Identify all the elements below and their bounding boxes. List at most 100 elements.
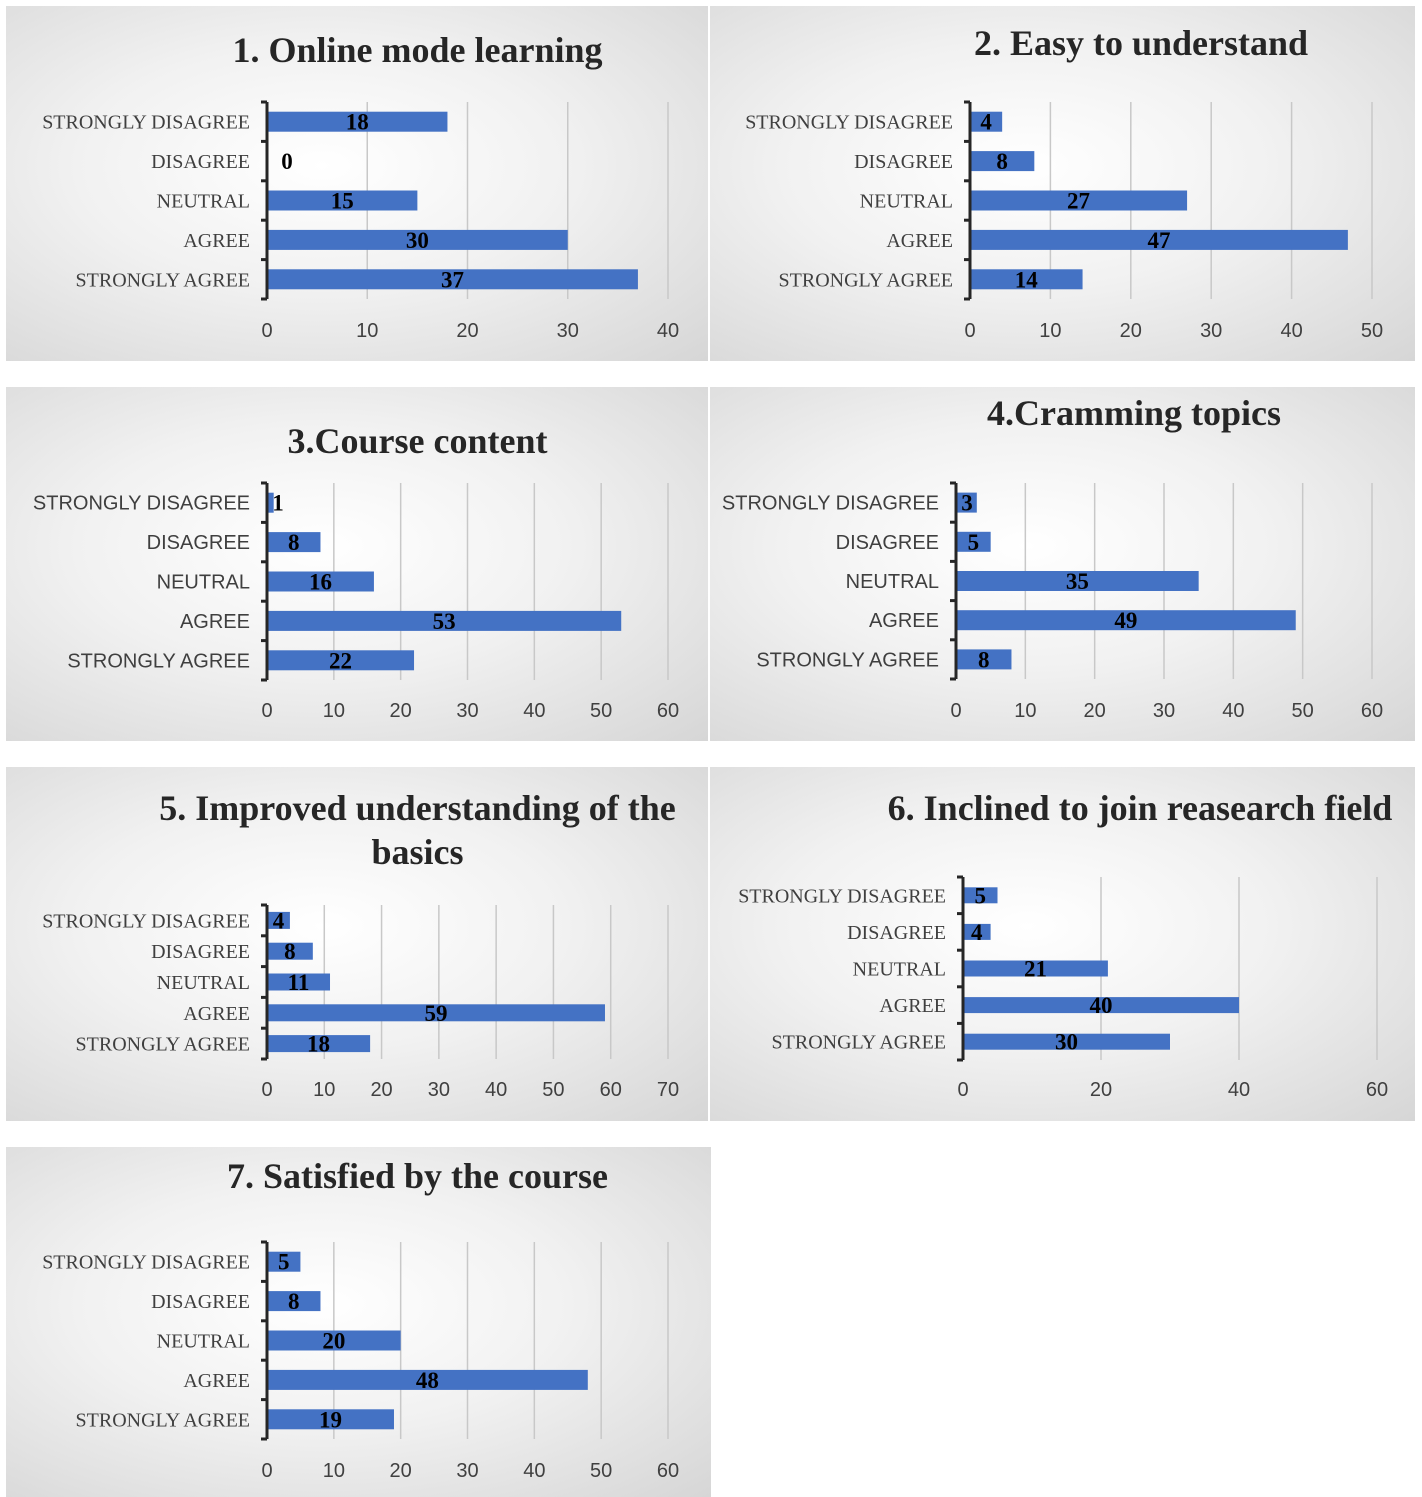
category-label: AGREE xyxy=(180,611,250,633)
category-label: DISAGREE xyxy=(854,151,953,173)
data-label: 4 xyxy=(971,920,983,945)
chart-svg: 3.Course content STRONGLY DISAGREE 1 DISAGR… xyxy=(33,421,679,722)
category-label: AGREE xyxy=(886,230,953,252)
chart-title: 2. Easy to understand xyxy=(974,23,1308,63)
x-tick-label: 40 xyxy=(523,700,545,722)
x-tick-label: 60 xyxy=(1361,700,1383,722)
bar xyxy=(956,492,977,513)
chart-svg: 6. Inclined to join reasearch field STRON… xyxy=(738,788,1393,1101)
x-tick-label: 50 xyxy=(1361,320,1383,342)
bar xyxy=(267,532,321,553)
x-tick-label: 30 xyxy=(557,320,579,342)
data-label: 40 xyxy=(1090,993,1113,1018)
x-tick-label: 50 xyxy=(590,1460,612,1482)
category-label: STRONGLY DISAGREE xyxy=(42,910,250,932)
bar xyxy=(267,571,374,592)
chart-svg: 4.Cramming topics STRONGLY DISAGREE 3 DISAG… xyxy=(722,393,1383,722)
x-tick-label: 30 xyxy=(1153,700,1175,722)
chart-panel-online-mode-learning: 1. Online mode learning STRONGLY DISAGREE… xyxy=(6,6,708,361)
data-label: 49 xyxy=(1114,608,1137,633)
data-label: 15 xyxy=(331,189,354,214)
data-label: 19 xyxy=(319,1407,342,1432)
x-tick-label: 10 xyxy=(356,320,378,342)
x-tick-label: 30 xyxy=(428,1079,450,1101)
category-label: AGREE xyxy=(183,1003,250,1025)
data-label: 8 xyxy=(284,939,296,964)
category-label: AGREE xyxy=(869,610,939,632)
category-label: DISAGREE xyxy=(847,922,946,944)
x-tick-label: 10 xyxy=(323,1460,345,1482)
x-tick-label: 50 xyxy=(590,700,612,722)
category-label: STRONGLY DISAGREE xyxy=(33,493,250,515)
chart-svg: 5. Improved understanding of the basics ST… xyxy=(42,788,679,1101)
bar xyxy=(267,229,568,250)
category-label: DISAGREE xyxy=(151,1291,250,1313)
bar xyxy=(956,531,991,552)
x-tick-label: 60 xyxy=(600,1079,622,1101)
bar xyxy=(267,1004,605,1022)
chart-panel-easy-to-understand: 2. Easy to understand STRONGLY DISAGREE 4 D… xyxy=(710,6,1415,361)
bar xyxy=(963,1033,1170,1050)
bar xyxy=(956,571,1199,591)
category-label: STRONGLY DISAGREE xyxy=(42,112,250,134)
chart-title: 6. Inclined to join reasearch field xyxy=(888,788,1393,828)
data-label: 5 xyxy=(278,1250,290,1275)
bar xyxy=(970,190,1188,211)
category-label: NEUTRAL xyxy=(157,972,250,994)
x-tick-label: 20 xyxy=(1090,1079,1112,1101)
x-tick-label: 60 xyxy=(1366,1079,1388,1101)
data-label: 3 xyxy=(961,491,973,516)
bar xyxy=(963,997,1239,1014)
x-tick-label: 40 xyxy=(523,1460,545,1482)
x-tick-label: 20 xyxy=(390,700,412,722)
chart-title: 3.Course content xyxy=(288,421,548,461)
x-tick-label: 60 xyxy=(657,700,679,722)
bar xyxy=(267,610,622,631)
data-label: 59 xyxy=(424,1001,447,1026)
data-label: 5 xyxy=(968,530,980,555)
bar xyxy=(963,887,998,904)
category-label: STRONGLY AGREE xyxy=(76,1409,250,1431)
data-label: 8 xyxy=(978,647,990,672)
category-label: STRONGLY AGREE xyxy=(756,649,939,671)
category-label: STRONGLY DISAGREE xyxy=(738,885,946,907)
x-tick-label: 10 xyxy=(1039,320,1061,342)
x-tick-label: 20 xyxy=(456,320,478,342)
bar xyxy=(963,923,991,940)
chart-title: 5. Improved understanding of the basics xyxy=(159,788,675,872)
x-tick-label: 30 xyxy=(456,700,478,722)
category-label: NEUTRAL xyxy=(860,191,953,213)
category-label: NEUTRAL xyxy=(846,571,939,593)
bar xyxy=(267,1330,401,1351)
data-label: 53 xyxy=(433,609,456,634)
category-label: NEUTRAL xyxy=(157,572,250,594)
x-tick-label: 0 xyxy=(261,700,272,722)
category-label: AGREE xyxy=(183,230,250,252)
bar xyxy=(267,650,415,671)
x-tick-label: 40 xyxy=(1228,1079,1250,1101)
chart-panel-satisfied-course: 7. Satisfied by the course STRONGLY DISAG… xyxy=(6,1147,711,1497)
bar xyxy=(267,1291,321,1312)
chart-svg: 1. Online mode learning STRONGLY DISAGREE… xyxy=(42,30,679,342)
bar xyxy=(267,492,274,513)
bar xyxy=(267,973,331,991)
category-label: DISAGREE xyxy=(151,151,250,173)
x-tick-label: 70 xyxy=(657,1079,679,1101)
data-label: 16 xyxy=(309,570,332,595)
chart-title: 4.Cramming topics xyxy=(987,393,1281,433)
x-tick-label: 50 xyxy=(542,1079,564,1101)
x-tick-label: 0 xyxy=(261,1460,272,1482)
data-label: 1 xyxy=(272,491,284,516)
category-label: NEUTRAL xyxy=(853,959,946,981)
x-tick-label: 40 xyxy=(1222,700,1244,722)
category-label: STRONGLY DISAGREE xyxy=(745,112,953,134)
category-label: STRONGLY AGREE xyxy=(76,1034,250,1056)
chart-svg: 2. Easy to understand STRONGLY DISAGREE 4 D… xyxy=(745,23,1383,342)
data-label: 37 xyxy=(441,267,464,292)
category-label: DISAGREE xyxy=(151,941,250,963)
data-label: 20 xyxy=(322,1329,345,1354)
bar xyxy=(267,190,418,211)
data-label: 11 xyxy=(288,970,310,995)
x-tick-label: 0 xyxy=(261,1079,272,1101)
chart-panel-improved-understanding: 5. Improved understanding of the basics ST… xyxy=(6,767,708,1121)
